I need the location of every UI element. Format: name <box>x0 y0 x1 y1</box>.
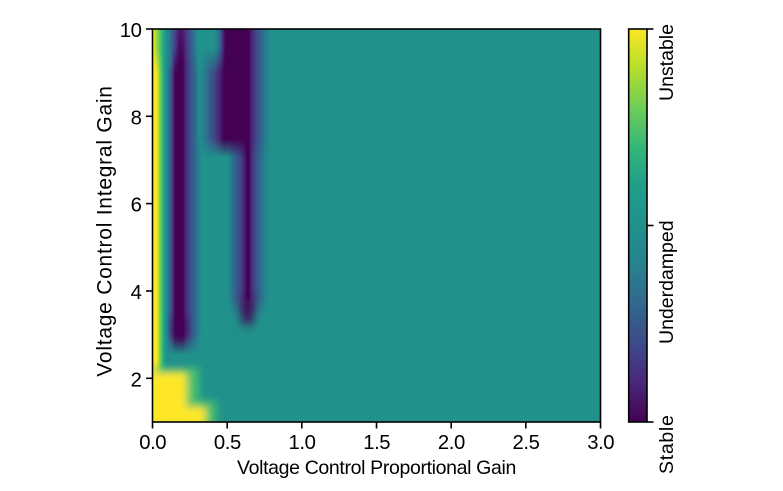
svg-text:1.5: 1.5 <box>363 432 390 454</box>
svg-text:2: 2 <box>131 369 142 391</box>
svg-text:1.0: 1.0 <box>289 432 316 454</box>
svg-text:8: 8 <box>131 107 142 129</box>
svg-text:Unstable: Unstable <box>656 24 678 101</box>
svg-text:Voltage Control Integral Gain: Voltage Control Integral Gain <box>94 85 117 376</box>
svg-text:0.0: 0.0 <box>139 432 166 454</box>
svg-text:4: 4 <box>131 282 142 304</box>
svg-text:Stable: Stable <box>656 415 678 475</box>
svg-text:10: 10 <box>120 20 142 42</box>
svg-text:6: 6 <box>131 195 142 217</box>
svg-text:Voltage Control Proportional G: Voltage Control Proportional Gain <box>237 457 516 479</box>
svg-text:3.0: 3.0 <box>587 432 614 454</box>
svg-text:2.0: 2.0 <box>438 432 465 454</box>
svg-text:2.5: 2.5 <box>513 432 540 454</box>
svg-text:Underdamped: Underdamped <box>656 220 678 344</box>
svg-text:0.5: 0.5 <box>214 432 241 454</box>
